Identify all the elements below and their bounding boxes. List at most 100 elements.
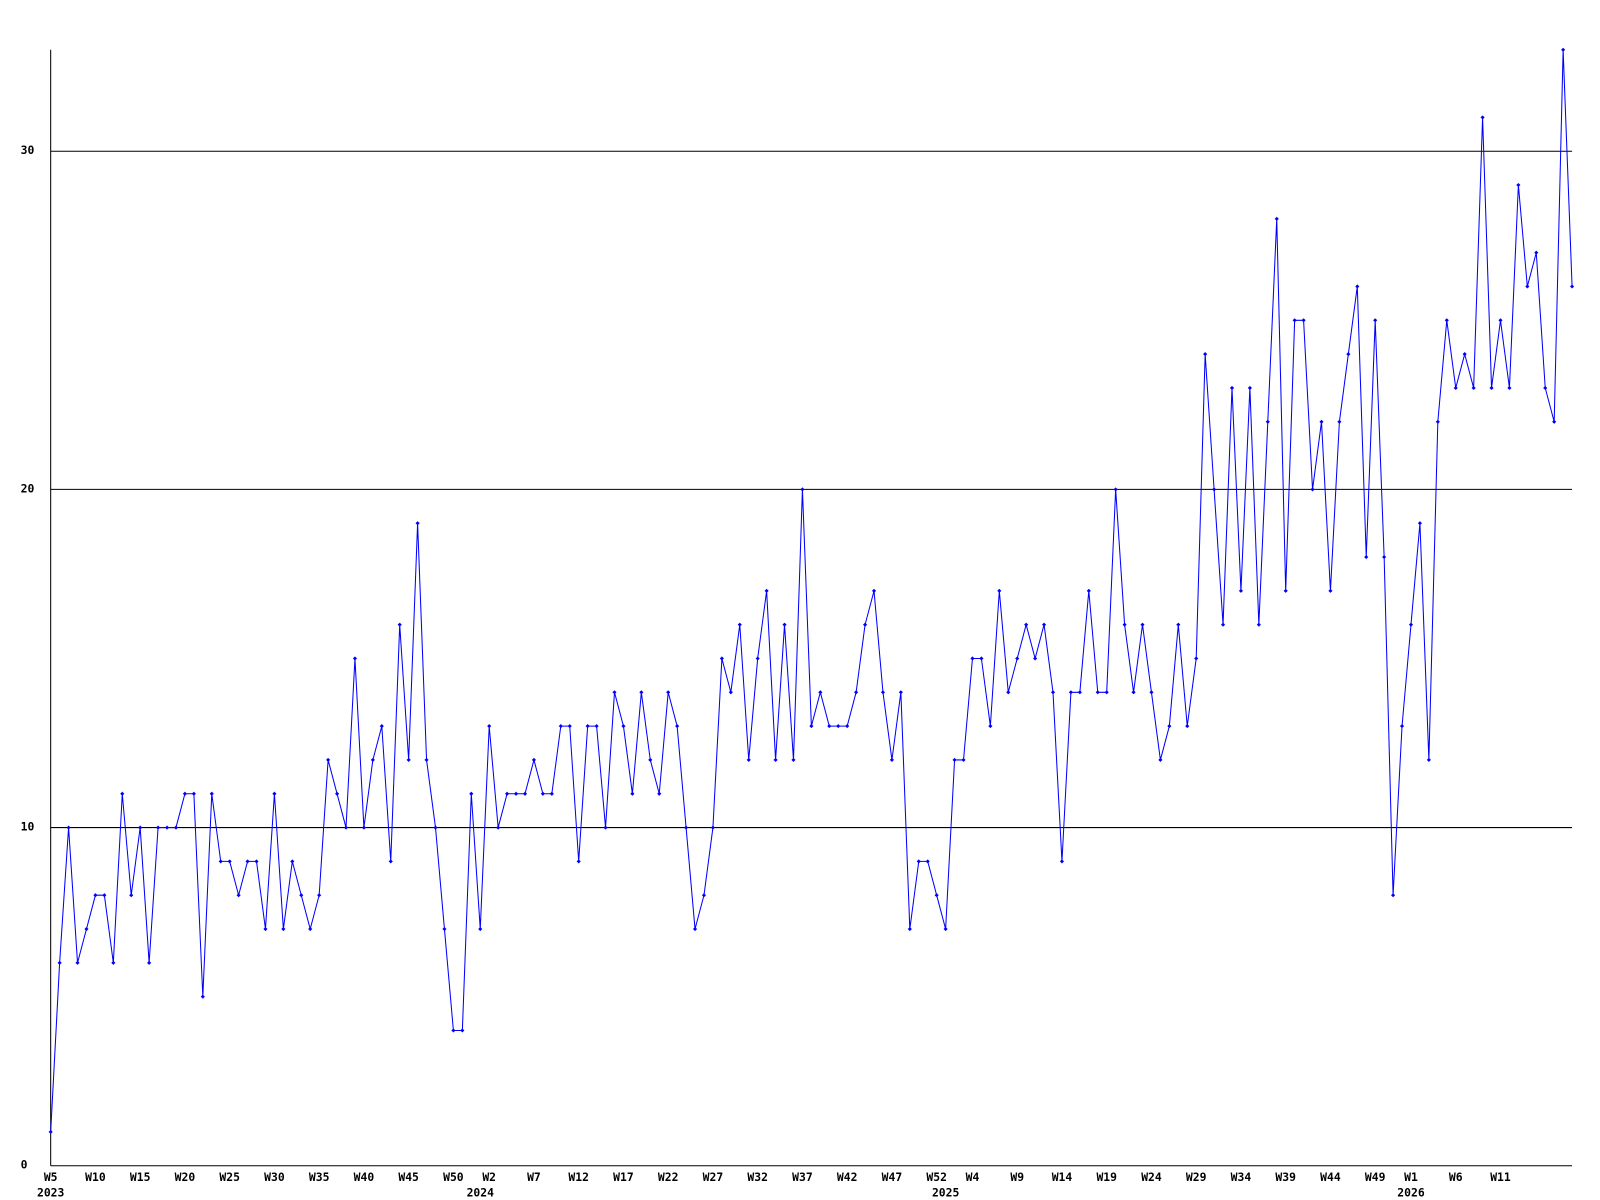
x-tick-label: W32 [747,1170,768,1184]
point [612,690,617,695]
point [236,893,241,898]
point [1570,284,1575,289]
x-tick-label: W5 [44,1170,58,1184]
point [200,994,205,999]
point [675,724,680,729]
point [317,893,322,898]
point [1167,724,1172,729]
point [352,656,358,661]
x-tick-label: W44 [1320,1170,1341,1184]
point [102,893,107,898]
point [818,690,823,695]
point [1489,385,1494,391]
x-year-label: 2024 [467,1186,495,1200]
x-tick-label: W29 [1186,1170,1207,1184]
x-year-label: 2023 [37,1186,65,1200]
point [1552,419,1557,424]
point [326,757,331,763]
x-year-label: 2025 [932,1186,960,1200]
point [1265,419,1270,424]
point [845,724,850,729]
point [943,926,948,932]
point [719,656,724,661]
point [1471,385,1476,391]
point [657,791,662,796]
point [478,926,483,932]
point [701,893,707,898]
point [290,859,295,864]
point [1426,757,1431,763]
point [272,791,277,796]
point [469,791,474,796]
x-tick-label: W10 [85,1170,106,1184]
point [460,1028,465,1033]
point [1453,385,1458,391]
point [1140,622,1145,627]
point [889,757,894,763]
x-tick-label: W9 [1010,1170,1024,1184]
x-tick-label: W49 [1365,1170,1386,1184]
point [1355,284,1360,289]
point [1382,554,1387,560]
point [1229,385,1235,391]
point [397,622,402,627]
x-tick-label: W47 [882,1170,903,1184]
point [1498,318,1503,323]
point [916,859,921,864]
point [791,757,796,763]
point [370,757,375,763]
point [1346,352,1351,357]
x-tick-label: W2 [482,1170,496,1184]
point [827,724,832,729]
point [1444,318,1449,323]
point [1041,622,1047,627]
x-tick-label: W52 [926,1170,947,1184]
point [925,859,930,864]
x-tick-label: W25 [219,1170,240,1184]
point [1328,588,1333,593]
point [1364,554,1369,560]
point [1238,588,1244,593]
point [1068,690,1073,695]
point [209,791,214,796]
point [1194,656,1199,661]
point [1561,47,1566,52]
point [961,757,966,763]
x-tick-label: W30 [264,1170,285,1184]
point [1319,419,1324,424]
point [308,926,313,932]
point [764,588,769,593]
point [1220,622,1226,627]
point [1391,893,1396,898]
point [1203,352,1208,357]
point [1149,690,1154,695]
point [737,622,742,627]
point [263,926,268,932]
point [281,926,286,932]
x-tick-label: W34 [1231,1170,1252,1184]
point [1507,385,1512,391]
point [567,724,572,729]
point [424,757,429,763]
point [1480,115,1485,120]
point [836,724,841,729]
point [120,791,125,796]
x-tick-label: W20 [175,1170,196,1184]
y-tick-label: 10 [21,820,35,834]
point [1543,385,1548,391]
point [218,859,223,864]
point [1131,690,1136,695]
x-tick-label: W39 [1275,1170,1296,1184]
point [988,724,993,729]
point [1122,622,1127,627]
point [863,622,868,627]
point [1113,487,1118,492]
x-tick-label: W12 [568,1170,589,1184]
point [1006,690,1011,695]
point [1435,419,1440,424]
point [299,893,304,898]
point [1176,622,1181,627]
x-year-label: 2026 [1397,1186,1425,1200]
x-tick-label: W22 [658,1170,679,1184]
point [970,656,975,661]
